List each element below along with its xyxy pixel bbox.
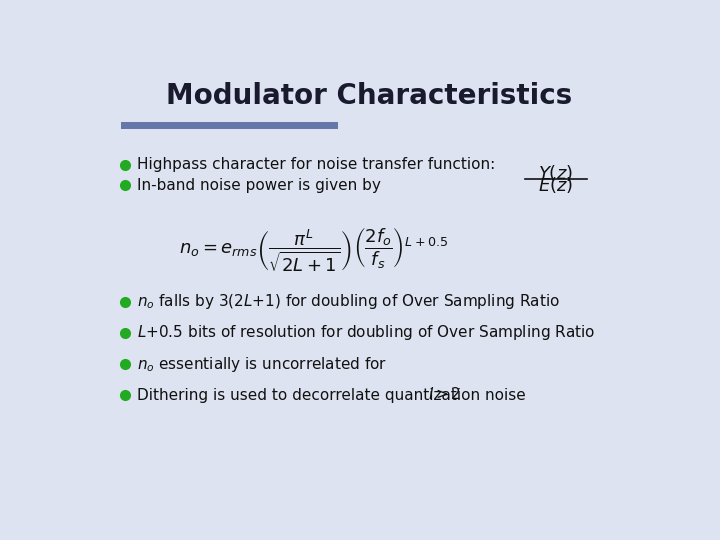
Text: Modulator Characteristics: Modulator Characteristics [166,82,572,110]
Text: $n_o$ essentially is uncorrelated for: $n_o$ essentially is uncorrelated for [138,355,387,374]
Text: $n_o = e_{rms}\left(\dfrac{\pi^L}{\sqrt{2L+1}}\right)\left(\dfrac{2f_o}{f_s}\rig: $n_o = e_{rms}\left(\dfrac{\pi^L}{\sqrt{… [179,226,448,274]
Text: $l > 2$: $l > 2$ [428,386,461,402]
Text: $E(z)$: $E(z)$ [539,176,574,195]
Text: Highpass character for noise transfer function:: Highpass character for noise transfer fu… [138,157,495,172]
Text: In-band noise power is given by: In-band noise power is given by [138,178,382,193]
Text: Dithering is used to decorrelate quantization noise: Dithering is used to decorrelate quantiz… [138,388,526,403]
Text: $Y(z)$: $Y(z)$ [539,163,573,183]
Text: $L$+0.5 bits of resolution for doubling of Over Sampling Ratio: $L$+0.5 bits of resolution for doubling … [138,323,595,342]
Text: $n_o$ falls by 3(2$L$+1) for doubling of Over Sampling Ratio: $n_o$ falls by 3(2$L$+1) for doubling of… [138,292,560,311]
FancyBboxPatch shape [121,122,338,129]
